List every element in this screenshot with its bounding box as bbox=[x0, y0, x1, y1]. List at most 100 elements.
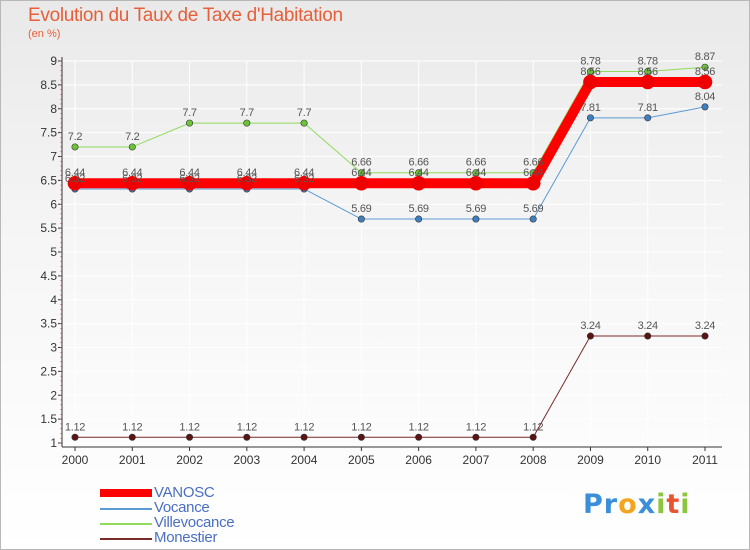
y-tick-label: 8.5 bbox=[40, 78, 57, 92]
x-tick-label: 2005 bbox=[348, 453, 375, 467]
data-point-vocance bbox=[415, 215, 423, 223]
data-point-villevocance bbox=[243, 119, 251, 127]
x-tick-label: 2009 bbox=[577, 453, 604, 467]
data-point-vanosc bbox=[67, 175, 83, 191]
x-tick-label: 2002 bbox=[176, 453, 203, 467]
data-label-vanosc: 6.44 bbox=[65, 167, 85, 179]
legend-label-vanosc: VANOSC bbox=[154, 484, 215, 501]
data-point-monestier bbox=[644, 332, 652, 340]
series-monestier bbox=[71, 332, 709, 441]
data-point-vocance bbox=[472, 215, 480, 223]
logo-letter: t bbox=[666, 489, 681, 520]
data-point-villevocance bbox=[644, 68, 652, 76]
data-point-vanosc bbox=[411, 175, 426, 191]
data-label-vocance: 7.81 bbox=[580, 102, 600, 114]
data-point-vocance bbox=[644, 114, 652, 122]
data-label-villevocance: 7.7 bbox=[297, 107, 312, 119]
data-label-villevocance: 7.7 bbox=[240, 107, 255, 119]
y-tick-label: 4.5 bbox=[40, 269, 57, 283]
y-tick-label: 4 bbox=[50, 293, 57, 307]
series-line-vocance bbox=[74, 106, 706, 220]
series-vocance bbox=[71, 103, 709, 223]
data-point-villevocance bbox=[586, 68, 594, 76]
data-label-vanosc: 6.44 bbox=[179, 167, 199, 179]
y-tick-label: 6 bbox=[50, 197, 57, 211]
data-point-monestier bbox=[357, 433, 365, 441]
data-label-vanosc: 6.44 bbox=[523, 167, 543, 179]
data-label-vanosc: 8.56 bbox=[580, 66, 600, 78]
data-point-vanosc bbox=[640, 74, 656, 90]
y-tick-label: 8 bbox=[50, 102, 57, 116]
y-tick-label: 5 bbox=[50, 245, 57, 259]
data-point-monestier bbox=[71, 433, 79, 441]
series-line-vanosc bbox=[70, 77, 710, 189]
data-label-vocance: 5.69 bbox=[409, 203, 429, 215]
data-label-villevocance: 6.66 bbox=[523, 157, 543, 169]
data-label-monestier: 1.12 bbox=[237, 421, 257, 433]
logo-letter: P bbox=[583, 489, 604, 520]
data-label-vocance: 6.32 bbox=[294, 173, 314, 185]
y-tick-label: 1 bbox=[50, 436, 57, 450]
legend-swatch-vocance bbox=[100, 508, 152, 510]
logo-letter: i bbox=[680, 489, 691, 520]
data-label-vanosc: 6.44 bbox=[351, 167, 371, 179]
x-tick-label: 2006 bbox=[405, 453, 432, 467]
legend-label-villevocance: Villevocance bbox=[154, 514, 235, 531]
data-point-monestier bbox=[701, 332, 709, 340]
data-label-monestier: 1.12 bbox=[179, 421, 199, 433]
data-point-villevocance bbox=[71, 143, 79, 151]
y-tick-label: 3.5 bbox=[40, 317, 57, 331]
y-tick-label: 2.5 bbox=[40, 364, 57, 378]
data-point-monestier bbox=[529, 433, 537, 441]
data-point-vanosc bbox=[583, 74, 598, 90]
data-label-monestier: 3.24 bbox=[580, 320, 600, 332]
data-point-vanosc bbox=[525, 175, 541, 191]
chart-title: Evolution du Taux de Taxe d'Habitation bbox=[28, 5, 343, 26]
data-point-vanosc bbox=[697, 74, 713, 90]
data-label-villevocance: 8.87 bbox=[695, 51, 715, 63]
data-point-villevocance bbox=[701, 63, 709, 71]
logo-letter: r bbox=[603, 489, 619, 520]
logo-letter: x bbox=[637, 489, 657, 520]
data-point-villevocance bbox=[472, 169, 480, 177]
y-tick-label: 3 bbox=[50, 341, 57, 355]
data-label-vanosc: 6.44 bbox=[466, 167, 486, 179]
data-label-vocance: 6.32 bbox=[179, 173, 199, 185]
data-label-villevocance: 8.78 bbox=[580, 56, 600, 68]
data-point-monestier bbox=[300, 433, 308, 441]
y-tick-label: 2 bbox=[50, 388, 57, 402]
data-label-vanosc: 8.56 bbox=[695, 66, 715, 78]
data-label-vocance: 6.32 bbox=[122, 173, 142, 185]
y-tick-label: 7.5 bbox=[40, 126, 57, 140]
data-point-monestier bbox=[472, 433, 480, 441]
x-tick-label: 2001 bbox=[119, 453, 146, 467]
data-point-monestier bbox=[128, 433, 136, 441]
data-point-monestier bbox=[586, 332, 594, 340]
data-label-vocance: 7.81 bbox=[638, 102, 658, 114]
logo-letter: o bbox=[618, 489, 638, 520]
legend-swatch-monestier bbox=[100, 538, 152, 540]
data-label-vocance: 5.69 bbox=[523, 203, 543, 215]
data-label-villevocance: 7.7 bbox=[182, 107, 197, 119]
data-label-monestier: 1.12 bbox=[523, 421, 543, 433]
data-label-monestier: 1.12 bbox=[65, 421, 85, 433]
data-label-vanosc: 6.44 bbox=[294, 167, 314, 179]
data-point-vanosc bbox=[239, 175, 255, 191]
y-tick-label: 5.5 bbox=[40, 221, 57, 235]
data-point-vanosc bbox=[296, 175, 312, 191]
data-label-vanosc: 8.56 bbox=[638, 66, 658, 78]
data-point-vocance bbox=[529, 215, 537, 223]
data-point-vocance bbox=[357, 215, 365, 223]
data-label-villevocance: 7.2 bbox=[125, 131, 140, 143]
x-tick-label: 2004 bbox=[291, 453, 318, 467]
x-tick-label: 2007 bbox=[463, 453, 490, 467]
data-label-monestier: 1.12 bbox=[409, 421, 429, 433]
data-label-monestier: 1.12 bbox=[294, 421, 314, 433]
data-label-vanosc: 6.44 bbox=[237, 167, 257, 179]
y-tick-label: 7 bbox=[50, 150, 57, 164]
legend-swatch-vanosc bbox=[100, 489, 152, 497]
series-vanosc bbox=[67, 74, 713, 191]
data-label-villevocance: 6.66 bbox=[466, 157, 486, 169]
legend-swatch-villevocance bbox=[100, 523, 152, 525]
series-line-monestier bbox=[74, 335, 706, 438]
